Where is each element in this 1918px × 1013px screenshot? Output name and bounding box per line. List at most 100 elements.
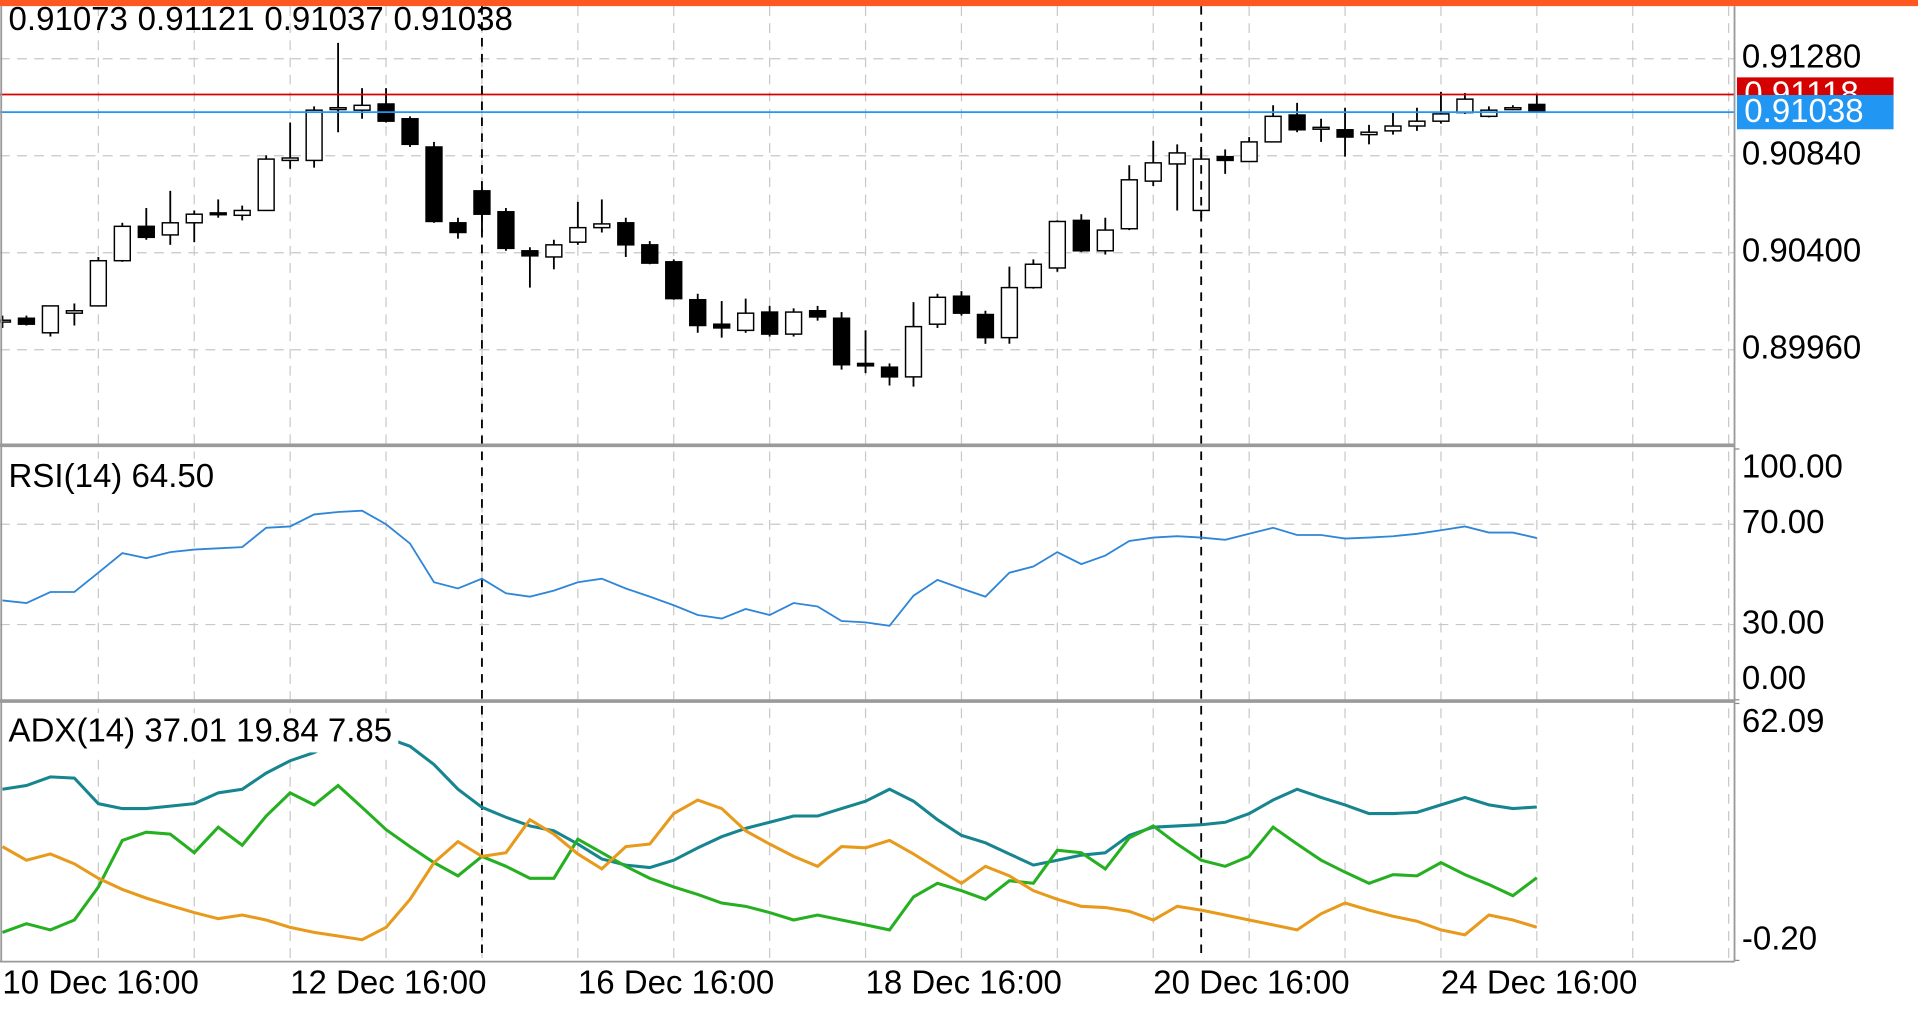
- candle-body: [89, 259, 108, 307]
- candle-body: [257, 158, 275, 212]
- price-label-box: [1736, 95, 1894, 130]
- candle-body: [952, 295, 971, 314]
- candle-body: [1144, 162, 1162, 182]
- candle-body: [353, 104, 371, 111]
- indicator-line: [1, 783, 1538, 934]
- candle-body: [1312, 126, 1330, 130]
- candle-body: [401, 118, 419, 146]
- candle-body: [1528, 103, 1546, 113]
- candle-body: [880, 366, 899, 378]
- x-tick-label: 24 Dec 16:00: [1441, 964, 1637, 1001]
- candle-body: [928, 296, 947, 325]
- y-tick-label: 100.00: [1742, 447, 1843, 484]
- candle-body: [641, 244, 659, 264]
- y-tick-label: 0.00: [1742, 659, 1806, 696]
- ohlc-value: 0.91121: [138, 0, 255, 37]
- x-tick-label: 20 Dec 16:00: [1153, 964, 1349, 1001]
- candle-body: [305, 109, 323, 162]
- x-tick-label: 16 Dec 16:00: [578, 964, 774, 1001]
- y-tick-label: 0.90840: [1742, 135, 1861, 172]
- candle-body: [1264, 115, 1282, 143]
- candle-body: [545, 244, 563, 258]
- ohlc-header: 0.91073 0.91121 0.91037 0.91038: [9, 0, 513, 37]
- plot-area: [1, 732, 1538, 942]
- candle-body: [1024, 263, 1043, 289]
- candle-body: [281, 157, 299, 162]
- candle-body: [569, 226, 587, 243]
- candle-body: [1048, 220, 1067, 269]
- candle-body: [1120, 179, 1138, 230]
- candle-body: [1360, 131, 1378, 136]
- y-tick-label: -0.20: [1742, 920, 1817, 957]
- candle-body: [41, 305, 60, 334]
- candle-body: [113, 225, 132, 262]
- candle-body: [976, 313, 995, 339]
- y-tick-label: 70.00: [1742, 503, 1825, 540]
- ohlc-value: 0.91038: [393, 0, 512, 37]
- candle-body: [1000, 286, 1019, 339]
- candle-body: [1432, 113, 1450, 122]
- candle-body: [689, 298, 707, 327]
- candle-body: [521, 250, 539, 257]
- candle-body: [832, 317, 851, 366]
- candle-body: [1456, 98, 1474, 114]
- candle-body: [1504, 106, 1522, 111]
- price-label: 0.91038: [1744, 92, 1863, 129]
- candle-body: [1408, 120, 1426, 127]
- plot-area: [0, 42, 1735, 387]
- indicator-title: RSI(14) 64.50: [9, 457, 215, 494]
- ohlc-value: 0.91037: [264, 0, 383, 37]
- title-bg: [0, 713, 399, 753]
- title-bg: [0, 458, 221, 498]
- candle-body: [17, 317, 36, 325]
- candle-body: [1384, 125, 1402, 132]
- candle-body: [856, 362, 875, 367]
- indicator-line: [2, 509, 1538, 627]
- candle-body: [713, 323, 731, 329]
- candle-body: [1288, 114, 1306, 131]
- x-tick-label: 12 Dec 16:00: [290, 964, 486, 1001]
- candle-body: [1216, 155, 1234, 162]
- indicator-line: [1, 798, 1538, 942]
- candle-body: [161, 222, 179, 236]
- candle-body: [784, 311, 803, 335]
- candle-body: [65, 310, 84, 314]
- candle-body: [425, 146, 443, 223]
- candle-body: [1072, 219, 1091, 252]
- y-tick-label: 62.09: [1742, 702, 1825, 739]
- candle-body: [1336, 129, 1354, 138]
- candle-body: [617, 222, 635, 246]
- y-tick-label: 0.90400: [1742, 231, 1861, 268]
- x-tick-label: 18 Dec 16:00: [866, 964, 1062, 1001]
- candle-body: [0, 319, 12, 323]
- candle-body: [904, 325, 923, 378]
- candle-body: [209, 212, 227, 216]
- plot-area: [0, 509, 1735, 627]
- candle-body: [233, 209, 251, 217]
- candle-body: [736, 312, 755, 332]
- y-tick-label: 0.89960: [1742, 328, 1861, 365]
- indicator-title: ADX(14) 37.01 19.84 7.85: [9, 712, 393, 749]
- candle-body: [137, 225, 155, 239]
- x-tick-label: 10 Dec 16:00: [2, 964, 198, 1001]
- candle-body: [497, 211, 515, 250]
- candle-body: [593, 223, 611, 229]
- candle-body: [1480, 109, 1498, 118]
- candle-body: [760, 311, 779, 335]
- ohlc-value: 0.91073: [9, 0, 128, 37]
- candle-body: [665, 261, 683, 300]
- candle-body: [1240, 141, 1258, 163]
- top-bar: [0, 0, 1918, 7]
- y-tick-label: 0.91280: [1742, 38, 1861, 75]
- candle-body: [185, 213, 203, 224]
- candle-body: [808, 310, 827, 318]
- candle-body: [329, 106, 347, 111]
- candle-body: [1096, 229, 1114, 252]
- y-tick-label: 30.00: [1742, 603, 1825, 640]
- candle-body: [1168, 152, 1186, 165]
- candle-body: [449, 222, 467, 234]
- indicator-line: [2, 732, 1537, 870]
